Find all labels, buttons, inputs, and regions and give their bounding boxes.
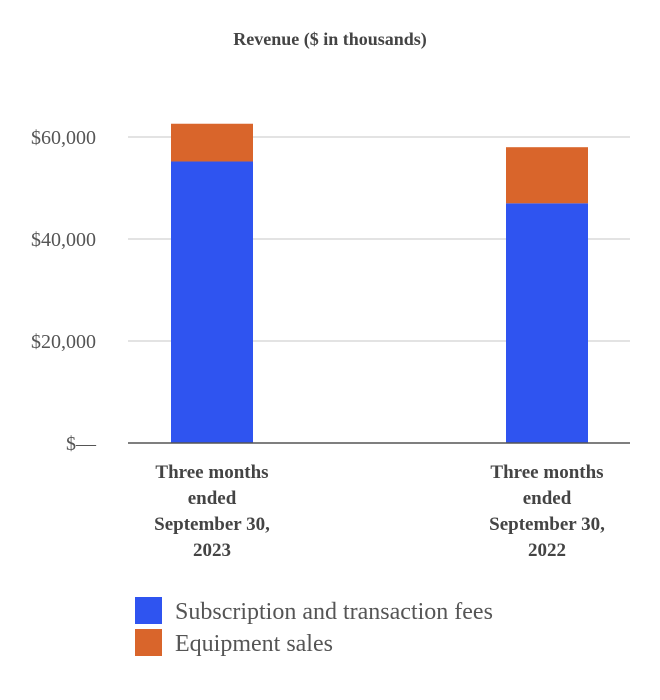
category-label: ended [523,488,572,509]
y-tick-label: $40,000 [31,229,96,251]
legend-label: Subscription and transaction fees [175,599,493,625]
category-label: 2023 [193,540,231,561]
legend-swatch [135,597,162,624]
legend-label: Equipment sales [175,631,333,657]
category-label: September 30, [154,514,270,535]
y-tick-label: $20,000 [31,331,96,353]
category-label: ended [188,488,237,509]
y-axis-ticks: $— $20,000 $40,000 $60,000 [31,127,97,455]
y-tick-label: $— [66,433,97,455]
x-axis-categories: Three months ended September 30, 2023 Three … [154,462,605,561]
bar-segment [171,123,253,162]
category-label: Three months [155,462,268,483]
bars [171,123,588,444]
bar-segment [506,147,588,204]
category-label: Three months [490,462,603,483]
category-label: September 30, [489,514,605,535]
legend: Subscription and transaction fees Equipme… [135,597,493,657]
legend-swatch [135,629,162,656]
y-tick-label: $60,000 [31,127,96,149]
category-label: 2022 [528,540,566,561]
chart-title: Revenue ($ in thousands) [233,29,427,50]
bar-segment [506,203,588,443]
bar-segment [171,161,253,444]
